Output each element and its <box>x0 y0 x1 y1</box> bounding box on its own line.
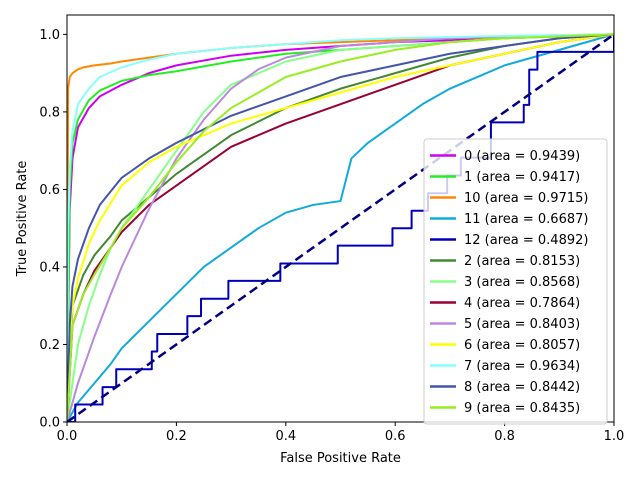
legend-label-12: 9 (area = 0.8435) <box>464 401 580 416</box>
x-tick-label-0: 0.0 <box>57 429 78 444</box>
legend-box <box>423 138 608 425</box>
legend-label-7: 4 (area = 0.7864) <box>464 296 580 311</box>
series-line-5 <box>67 33 614 422</box>
series-line-11 <box>67 33 614 422</box>
axes: 0.0 0.2 0.4 0.6 0.8 1.0 0.0 0.2 0.4 0.6 0.8 1.0 <box>39 14 625 444</box>
series-line-0 <box>67 33 614 422</box>
series-line-12 <box>67 33 614 422</box>
series-line-3 <box>67 33 614 422</box>
legend-label-11: 8 (area = 0.8442) <box>464 380 580 395</box>
plot-frame <box>66 14 615 423</box>
y-tick-label-3: 0.6 <box>39 183 60 198</box>
legend-label-9: 6 (area = 0.8057) <box>464 338 580 353</box>
y-tick-label-4: 0.8 <box>39 105 60 120</box>
x-tick-label-2: 0.4 <box>275 429 296 444</box>
legend-label-4: 12 (area = 0.4892) <box>464 233 588 248</box>
y-tick-label-1: 0.2 <box>39 338 60 353</box>
y-tick-label-0: 0.0 <box>39 416 60 431</box>
legend-label-5: 2 (area = 0.8153) <box>464 254 580 269</box>
series-lines <box>67 33 614 422</box>
legend-label-10: 7 (area = 0.9634) <box>464 359 580 374</box>
series-line-10 <box>67 33 614 422</box>
x-tick-label-3: 0.6 <box>385 429 406 444</box>
legend-label-0: 0 (area = 0.9439) <box>464 149 580 164</box>
series-line-4 <box>67 34 614 422</box>
x-tick-label-5: 1.0 <box>604 429 625 444</box>
x-axis-label: False Positive Rate <box>280 451 401 466</box>
legend-label-1: 1 (area = 0.9417) <box>464 170 580 185</box>
legend-label-2: 10 (area = 0.9715) <box>464 191 588 206</box>
y-axis-label: True Positive Rate <box>15 161 30 278</box>
y-tick-label-5: 1.0 <box>39 28 60 43</box>
legend: 0 (area = 0.9439) 1 (area = 0.9417) 10 (ar… <box>423 138 608 425</box>
plot-area <box>67 33 614 422</box>
legend-label-8: 5 (area = 0.8403) <box>464 317 580 332</box>
legend-label-6: 3 (area = 0.8568) <box>464 275 580 290</box>
series-line-9 <box>67 33 614 422</box>
x-tick-label-4: 0.8 <box>494 429 515 444</box>
x-tick-label-1: 0.2 <box>166 429 187 444</box>
legend-label-3: 11 (area = 0.6687) <box>464 212 588 227</box>
y-tick-label-2: 0.4 <box>39 260 60 275</box>
